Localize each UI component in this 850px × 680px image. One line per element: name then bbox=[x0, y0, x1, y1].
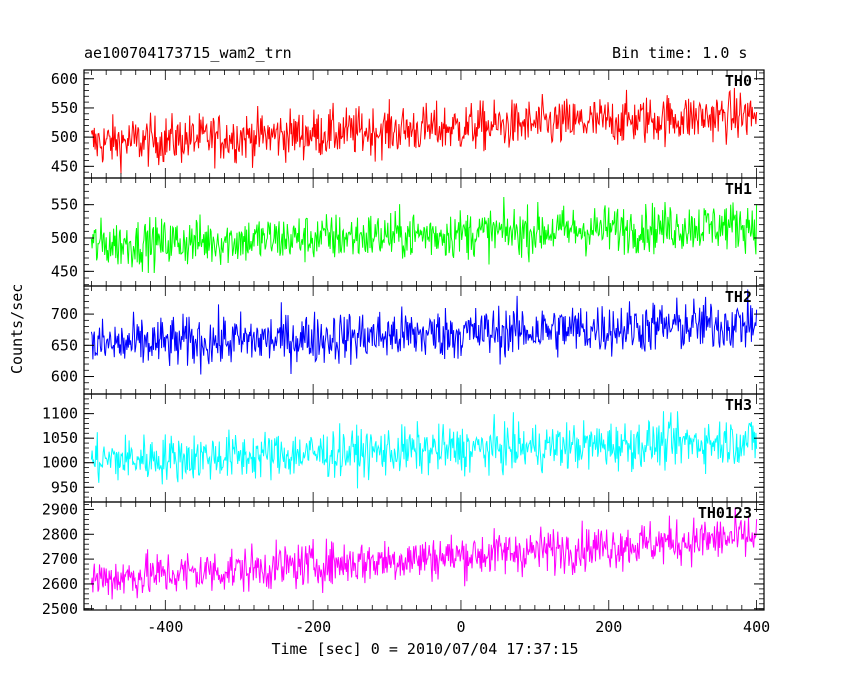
y-tick-label: 650 bbox=[51, 336, 78, 354]
y-tick-label: 450 bbox=[51, 157, 78, 175]
series-th1 bbox=[90, 196, 758, 274]
chart-title: ae100704173715_wam2_trn bbox=[84, 44, 292, 62]
y-tick-label: 550 bbox=[51, 99, 78, 117]
series-th0123 bbox=[90, 507, 758, 600]
panel-frame-th0123 bbox=[83, 501, 765, 611]
panel-label-th1: TH1 bbox=[725, 180, 752, 198]
x-tick-label: -400 bbox=[147, 618, 183, 636]
panel-label-th2: TH2 bbox=[725, 288, 752, 306]
y-tick-label: 600 bbox=[51, 70, 78, 88]
y-tick-label: 2800 bbox=[42, 525, 78, 543]
x-tick-label: -200 bbox=[295, 618, 331, 636]
y-tick-label: 500 bbox=[51, 229, 78, 247]
y-tick-label: 950 bbox=[51, 478, 78, 496]
panel-label-th0: TH0 bbox=[725, 72, 752, 90]
x-axis-label: Time [sec] 0 = 2010/07/04 17:37:15 bbox=[271, 640, 579, 658]
series-th0 bbox=[90, 87, 758, 174]
series-th3 bbox=[90, 411, 758, 489]
y-tick-label: 2600 bbox=[42, 575, 78, 593]
x-tick-label: 200 bbox=[595, 618, 622, 636]
y-tick-label: 2700 bbox=[42, 550, 78, 568]
y-tick-label: 2500 bbox=[42, 600, 78, 618]
bin-time-label: Bin time: 1.0 s bbox=[612, 44, 748, 62]
panel-label-th3: TH3 bbox=[725, 396, 752, 414]
y-tick-label: 1050 bbox=[42, 429, 78, 447]
y-tick-label: 2900 bbox=[42, 500, 78, 518]
y-tick-label: 1100 bbox=[42, 405, 78, 423]
y-tick-label: 550 bbox=[51, 196, 78, 214]
series-th2 bbox=[90, 289, 758, 375]
y-tick-label: 500 bbox=[51, 128, 78, 146]
y-tick-label: 1000 bbox=[42, 454, 78, 472]
y-tick-label: 700 bbox=[51, 305, 78, 323]
x-tick-label: 0 bbox=[456, 618, 465, 636]
y-tick-label: 600 bbox=[51, 368, 78, 386]
x-tick-label: 400 bbox=[743, 618, 770, 636]
panel-label-th0123: TH0123 bbox=[698, 504, 752, 522]
y-tick-label: 450 bbox=[51, 262, 78, 280]
